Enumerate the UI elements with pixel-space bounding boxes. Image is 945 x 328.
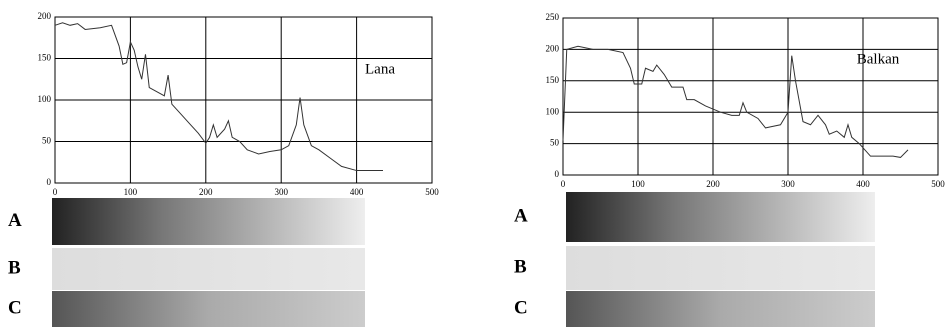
- figure: 0501001502000100200300400500LanaABC05010…: [0, 0, 945, 328]
- y-tick-label: 250: [546, 12, 560, 22]
- lane-label: B: [8, 257, 21, 278]
- annotation: Balkan: [857, 51, 900, 67]
- lane-label: C: [514, 297, 528, 318]
- y-tick-label: 0: [47, 177, 52, 187]
- y-tick-label: 50: [550, 138, 560, 148]
- x-tick-label: 400: [856, 179, 870, 189]
- y-tick-label: 200: [546, 43, 560, 53]
- x-tick-label: 500: [425, 187, 439, 197]
- gel-lane: [52, 248, 365, 290]
- y-tick-label: 50: [42, 136, 52, 146]
- y-tick-label: 200: [38, 11, 52, 21]
- x-tick-label: 0: [53, 187, 58, 197]
- x-tick-label: 200: [706, 179, 720, 189]
- x-tick-label: 500: [931, 179, 945, 189]
- line: [55, 23, 383, 171]
- lane-label: C: [8, 297, 22, 318]
- y-tick-label: 0: [555, 169, 560, 179]
- annotation: Lana: [365, 61, 395, 77]
- x-tick-label: 100: [124, 187, 138, 197]
- lane-label: A: [8, 210, 22, 231]
- y-tick-label: 100: [38, 94, 52, 104]
- x-tick-label: 300: [274, 187, 288, 197]
- plot-frame: [563, 18, 938, 175]
- gel-lane: [566, 291, 875, 327]
- x-tick-label: 0: [561, 179, 566, 189]
- x-tick-label: 400: [350, 187, 364, 197]
- x-tick-label: 200: [199, 187, 213, 197]
- x-tick-label: 100: [631, 179, 645, 189]
- lane-label: B: [514, 256, 527, 277]
- x-tick-label: 300: [781, 179, 795, 189]
- gel-lane: [52, 198, 365, 245]
- y-tick-label: 150: [38, 53, 52, 63]
- lane-label: A: [514, 205, 528, 226]
- y-tick-label: 150: [546, 75, 560, 85]
- gel-lane: [566, 192, 875, 242]
- gel-lane: [566, 246, 875, 290]
- gel-lane: [52, 291, 365, 327]
- y-tick-label: 100: [546, 106, 560, 116]
